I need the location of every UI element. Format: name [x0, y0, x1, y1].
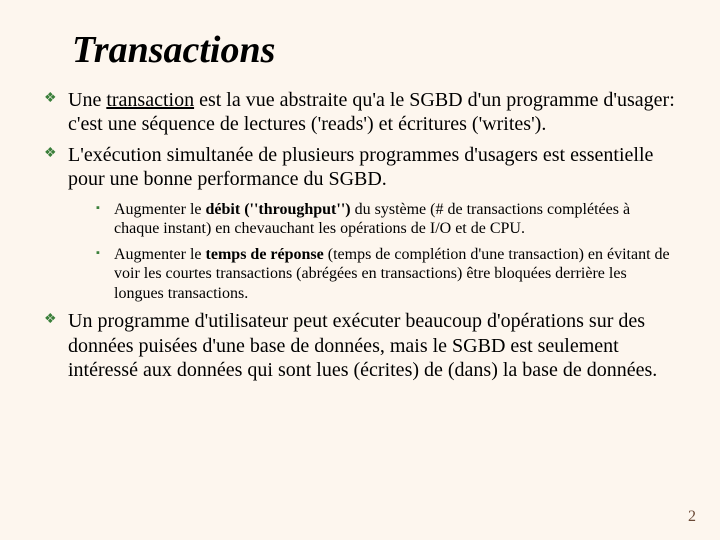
text-pre: Augmenter le [114, 201, 206, 218]
bold-term: temps de réponse [206, 246, 324, 263]
bullet-item: Une transaction est la vue abstraite qu'… [44, 88, 676, 137]
bullet-list-level1: Une transaction est la vue abstraite qu'… [44, 88, 676, 382]
text: Un programme d'utilisateur peut exécuter… [68, 310, 657, 381]
sub-bullet-item: Augmenter le débit (''throughput'') du s… [96, 200, 676, 239]
sub-bullet-item: Augmenter le temps de réponse (temps de … [96, 245, 676, 304]
slide-title: Transactions [72, 28, 676, 72]
underlined-term: transaction [106, 89, 194, 111]
bullet-list-level2: Augmenter le débit (''throughput'') du s… [96, 200, 676, 304]
text: L'exécution simultanée de plusieurs prog… [68, 144, 653, 190]
bullet-item: Un programme d'utilisateur peut exécuter… [44, 309, 676, 382]
text-pre: Augmenter le [114, 246, 206, 263]
bold-term: débit (''throughput'') [206, 201, 351, 218]
text-pre: Une [68, 89, 106, 111]
page-number: 2 [688, 508, 696, 526]
bullet-item: L'exécution simultanée de plusieurs prog… [44, 143, 676, 303]
